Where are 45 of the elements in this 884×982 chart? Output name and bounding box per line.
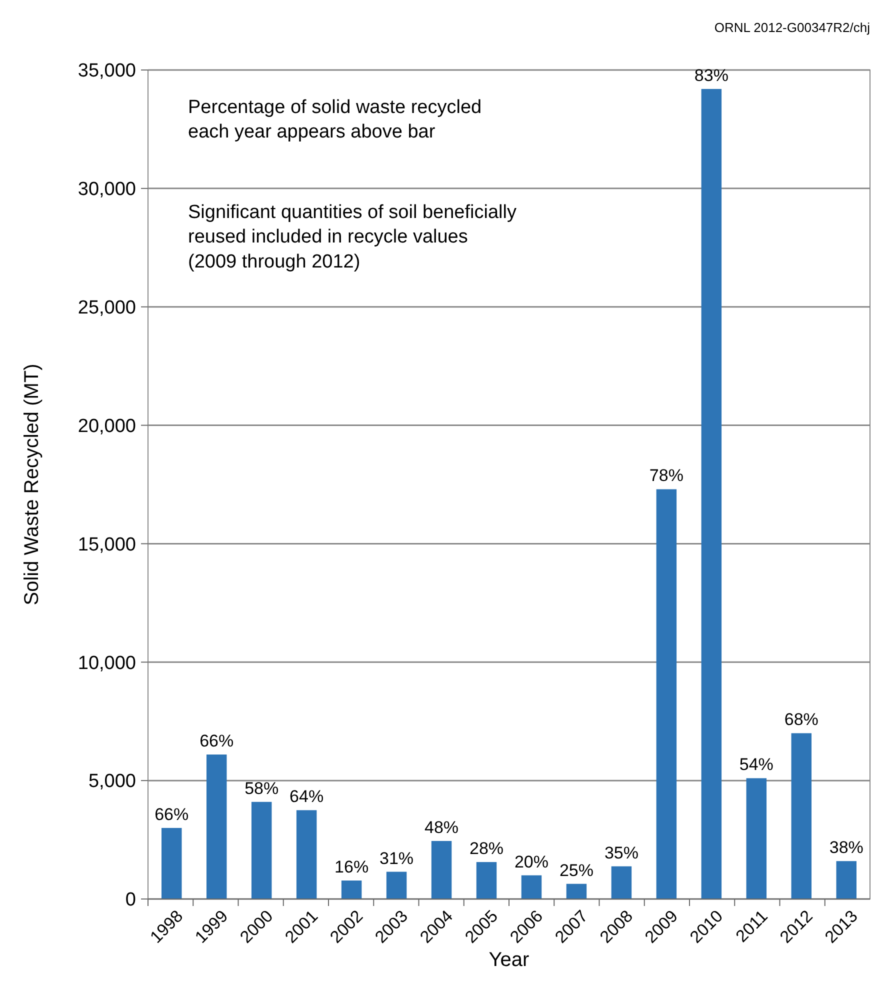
y-tick-label: 15,000 — [78, 534, 136, 556]
bar — [701, 88, 722, 899]
x-axis-title: Year — [488, 949, 530, 971]
annotation: 31% — [380, 848, 414, 868]
bar — [521, 875, 542, 899]
annotation: 28% — [469, 839, 504, 858]
annotation: 64% — [290, 787, 324, 806]
annotation: 20% — [514, 852, 549, 872]
bar — [836, 861, 857, 899]
annotation: 83% — [694, 66, 728, 85]
annotation: 66% — [200, 732, 234, 751]
bar — [341, 880, 362, 899]
bar — [656, 489, 677, 899]
bar — [746, 778, 767, 899]
bar — [386, 872, 407, 899]
bar — [251, 802, 272, 899]
y-tick-label: 30,000 — [78, 179, 136, 200]
annotation: 78% — [649, 466, 684, 486]
annotation: Significant quantities of soil beneficially reused included in recycle values (2009 through 2012) — [188, 202, 517, 272]
annotation: 38% — [829, 838, 864, 858]
text: ORNL 2012-G00347R2/chj — [714, 20, 870, 35]
bar — [206, 754, 227, 899]
bar — [791, 733, 812, 899]
annotation: 68% — [784, 710, 818, 730]
bar — [611, 866, 632, 899]
bar — [431, 840, 452, 899]
bar — [161, 828, 182, 899]
bar — [296, 810, 317, 899]
annotation: 58% — [244, 778, 279, 798]
bar — [566, 884, 587, 899]
annotation: Percentage of solid waste recycled each year appears above bar — [188, 97, 482, 143]
y-tick-label: 10,000 — [78, 652, 136, 674]
annotation: 48% — [424, 818, 459, 837]
y-tick-label: 35,000 — [78, 60, 136, 82]
y-tick-label: 5,000 — [88, 771, 136, 792]
bar — [476, 862, 497, 899]
annotation: 35% — [604, 843, 638, 862]
y-tick-label: 20,000 — [78, 416, 136, 437]
y-tick-label: 25,000 — [78, 298, 136, 319]
annotation: 16% — [334, 858, 369, 877]
y-tick-label: 0 — [125, 890, 136, 911]
annotation: 25% — [559, 860, 594, 880]
y-axis-title: Solid Waste Recycled (MT) — [21, 364, 43, 606]
annotation: 54% — [739, 755, 774, 774]
annotation: 66% — [154, 804, 189, 824]
